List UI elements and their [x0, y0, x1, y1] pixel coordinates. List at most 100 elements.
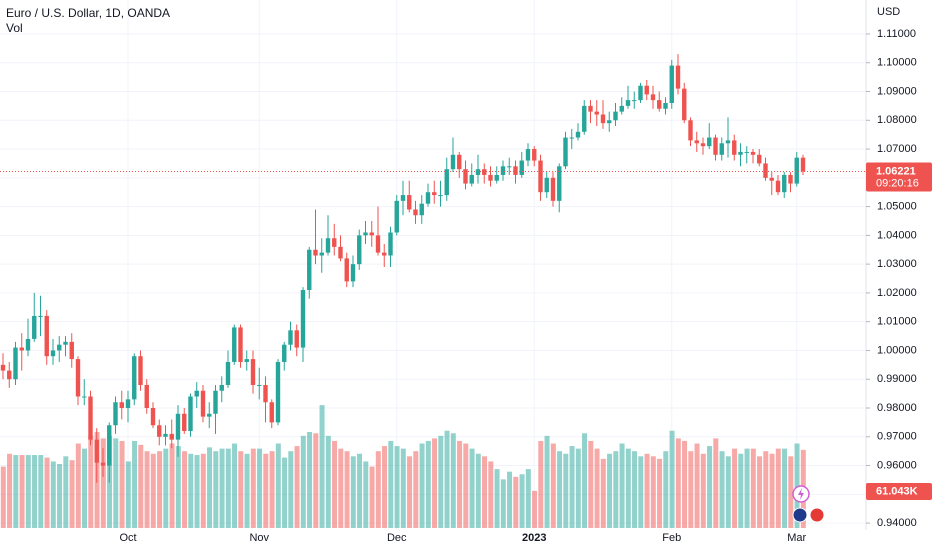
- volume-bar: [244, 453, 250, 528]
- y-tick-label: 1.00000: [877, 344, 917, 356]
- volume-value-label: 61.043K: [876, 485, 918, 497]
- candle-body: [457, 154, 462, 170]
- candle-body: [382, 252, 387, 256]
- candle-body: [138, 356, 143, 385]
- volume-bar: [250, 448, 256, 528]
- candle-body: [163, 433, 168, 437]
- candle-body: [313, 249, 318, 256]
- candle-body: [263, 384, 268, 403]
- last-price-label: 1.06221: [876, 165, 916, 177]
- candle-body: [194, 390, 199, 397]
- candle-body: [82, 396, 87, 398]
- candle-body: [763, 163, 768, 178]
- y-tick-label: 1.09000: [877, 85, 917, 97]
- y-tick-label: 0.99000: [877, 373, 917, 385]
- candle-body: [475, 169, 481, 175]
- candle-body: [600, 114, 606, 124]
- candle-body: [607, 120, 612, 124]
- volume-bar: [388, 440, 394, 528]
- volume-bar: [332, 440, 338, 528]
- candle-body: [375, 235, 381, 253]
- candle-body: [275, 361, 281, 423]
- candle-body: [657, 100, 662, 109]
- candle-body: [257, 384, 262, 386]
- candle-body: [744, 151, 749, 153]
- volume-bar: [219, 448, 225, 528]
- volume-bar: [144, 451, 150, 528]
- volume-bar: [113, 438, 119, 528]
- candle-body: [425, 192, 431, 204]
- volume-bar: [625, 448, 631, 528]
- x-tick-label: Oct: [119, 532, 136, 544]
- volume-bar: [307, 432, 313, 528]
- volume-bar: [157, 451, 163, 528]
- volume-bar: [550, 443, 556, 528]
- candle-body: [775, 180, 781, 193]
- volume-bar: [338, 448, 344, 528]
- volume-bar: [763, 451, 769, 528]
- candle-body: [44, 315, 49, 357]
- candle-body: [644, 85, 649, 95]
- volume-bar: [75, 443, 81, 528]
- candle-body: [207, 413, 212, 417]
- volume-bar: [425, 440, 431, 528]
- candle-body: [463, 169, 468, 184]
- candle-body: [619, 105, 624, 112]
- volume-bar: [413, 451, 419, 528]
- candle-body: [100, 462, 106, 466]
- candle-body: [0, 364, 6, 371]
- candle-body: [713, 137, 718, 155]
- chart-title: Euro / U.S. Dollar, 1D, OANDA: [6, 6, 170, 20]
- candle-body: [300, 290, 306, 348]
- candle-body: [444, 169, 449, 196]
- volume-bar: [525, 469, 531, 528]
- volume-bar: [213, 451, 219, 528]
- candle-body: [50, 350, 56, 357]
- candle-body: [594, 111, 599, 115]
- candle-body: [788, 174, 793, 184]
- candle-body: [694, 140, 699, 144]
- volume-bar: [175, 446, 181, 528]
- volume-bar: [194, 455, 200, 528]
- candle-body: [250, 359, 256, 385]
- volume-bar: [450, 433, 456, 528]
- y-tick-label: 1.02000: [877, 287, 917, 299]
- volume-bar: [707, 446, 713, 528]
- x-tick-label: Mar: [787, 532, 806, 544]
- volume-bar: [538, 440, 544, 528]
- volume-bar: [32, 455, 38, 528]
- candle-body: [507, 166, 512, 168]
- candle-body: [800, 157, 806, 172]
- candle-body: [494, 174, 499, 181]
- eu-flag-icon[interactable]: [792, 507, 808, 523]
- volume-bar: [794, 443, 800, 528]
- candle-body: [88, 396, 93, 440]
- y-tick-label: 1.10000: [877, 57, 917, 69]
- volume-bar: [694, 443, 700, 528]
- candle-body: [525, 149, 531, 161]
- us-flag-icon[interactable]: [809, 507, 825, 523]
- candle-body: [200, 390, 206, 417]
- volume-bar: [57, 464, 63, 528]
- candle-body: [350, 264, 356, 282]
- volume-layer: [0, 405, 806, 528]
- candle-body: [269, 402, 274, 423]
- y-tick-label: 0.96000: [877, 459, 917, 471]
- candle-body: [725, 140, 731, 144]
- volume-bar: [38, 455, 44, 528]
- y-tick-label: 1.05000: [877, 200, 917, 212]
- candle-body: [69, 341, 74, 360]
- volume-bar: [782, 448, 788, 528]
- volume-bar: [44, 457, 50, 528]
- volume-bar: [350, 456, 356, 528]
- candle-body: [388, 232, 393, 256]
- y-tick-label: 1.11000: [877, 28, 916, 40]
- candle-body: [294, 330, 299, 348]
- volume-bar: [238, 451, 244, 528]
- candle-body: [13, 347, 18, 380]
- candle-body: [332, 238, 337, 247]
- candle-body: [782, 174, 787, 193]
- candle-body: [638, 85, 643, 101]
- volume-bar: [713, 438, 719, 528]
- y-tick-label: 1.07000: [877, 143, 917, 155]
